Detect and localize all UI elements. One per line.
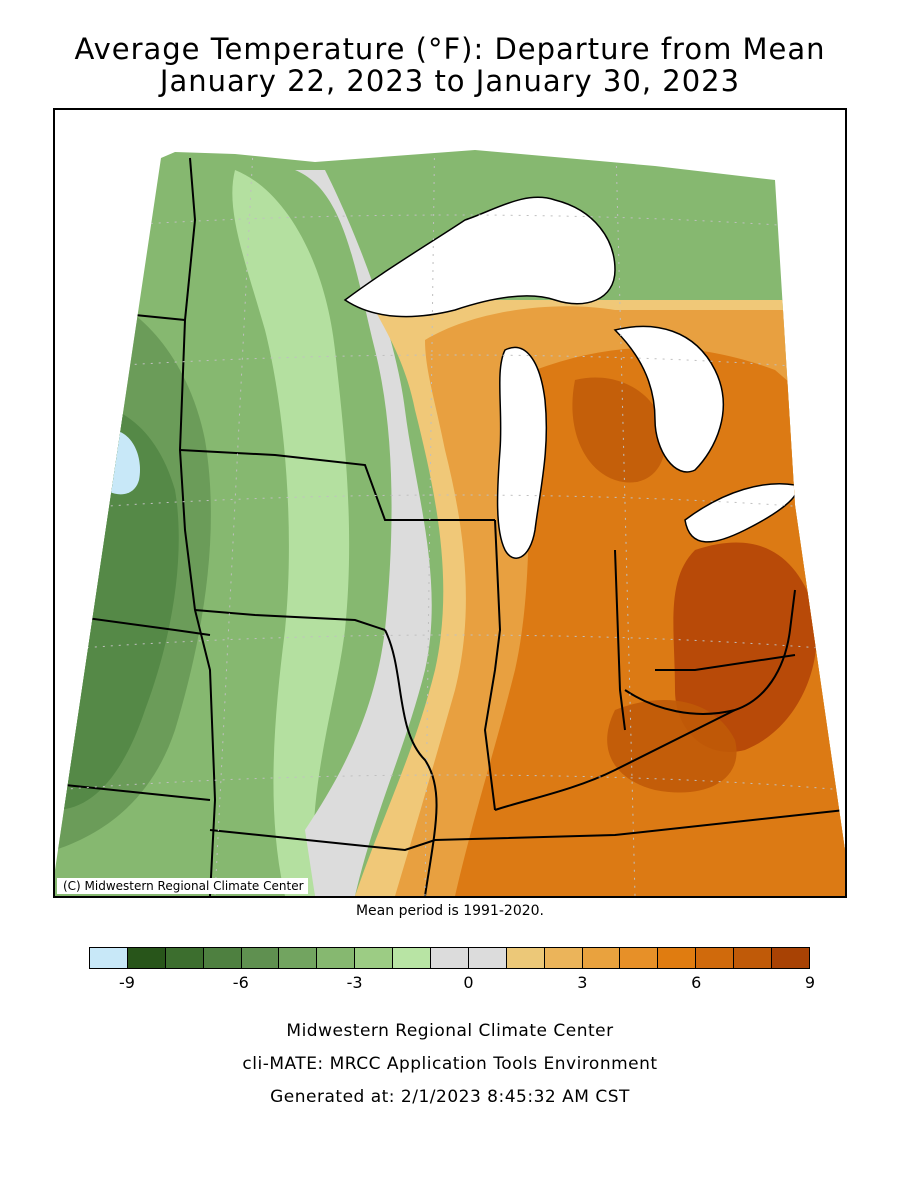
legend-swatch (279, 948, 318, 968)
zone-neutral (295, 170, 432, 896)
zone-orange-deep (455, 347, 845, 896)
legend-tick-label: -9 (118, 973, 135, 992)
zone-orange-darkest-ohio (673, 542, 817, 752)
legend-tick-label: 0 (463, 973, 474, 992)
legend-swatch (431, 948, 469, 968)
map-panel: (C) Midwestern Regional Climate Center (53, 108, 847, 898)
legend-swatch (90, 948, 128, 968)
map-title-line1: Average Temperature (°F): Departure from… (74, 32, 826, 66)
legend-swatch (734, 948, 773, 968)
legend-swatch (772, 948, 809, 968)
legend-swatch (241, 948, 280, 968)
legend-swatch (203, 948, 242, 968)
legend-swatch (696, 948, 735, 968)
legend-tick-label: 9 (804, 973, 816, 992)
legend-ticks: -9 -6 -3 0 3 6 9 (89, 973, 815, 993)
footer-generated: Generated at: 2/1/2023 8:45:32 AM CST (270, 1087, 630, 1107)
lake-erie (684, 483, 798, 543)
color-legend: -9 -6 -3 0 3 6 9 (89, 947, 815, 992)
map-title-line2: January 22, 2023 to January 30, 2023 (159, 64, 741, 98)
legend-swatch (317, 948, 356, 968)
legend-tick-label: -6 (232, 973, 249, 992)
state-boundaries (64, 157, 845, 896)
zone-orange-darkest-ky (607, 700, 737, 793)
legend-swatch (165, 948, 204, 968)
footer-tool: cli-MATE: MRCC Application Tools Environ… (242, 1054, 658, 1074)
zone-orange-darkest-mi (572, 377, 666, 483)
zone-green-light (232, 170, 350, 896)
legend-swatch (355, 948, 394, 968)
legend-tick-label: 3 (577, 973, 588, 992)
footer-org: Midwestern Regional Climate Center (286, 1021, 614, 1041)
legend-swatch (127, 948, 166, 968)
graticule (55, 150, 845, 896)
temperature-departure-map (55, 150, 845, 896)
lake-michigan (496, 346, 548, 559)
legend-swatch (620, 948, 659, 968)
legend-tick-label: -3 (346, 973, 363, 992)
mean-period-note: Mean period is 1991-2020. (355, 903, 545, 919)
legend-swatch (506, 948, 545, 968)
legend-color-bar (89, 947, 810, 969)
legend-swatch (658, 948, 697, 968)
legend-swatch (393, 948, 432, 968)
legend-swatch (544, 948, 583, 968)
legend-swatch (468, 948, 507, 968)
map-copyright: (C) Midwestern Regional Climate Center (57, 878, 308, 894)
lake-superior (343, 196, 616, 318)
legend-swatch (582, 948, 621, 968)
legend-tick-label: 6 (691, 973, 702, 992)
lake-huron (613, 325, 724, 473)
